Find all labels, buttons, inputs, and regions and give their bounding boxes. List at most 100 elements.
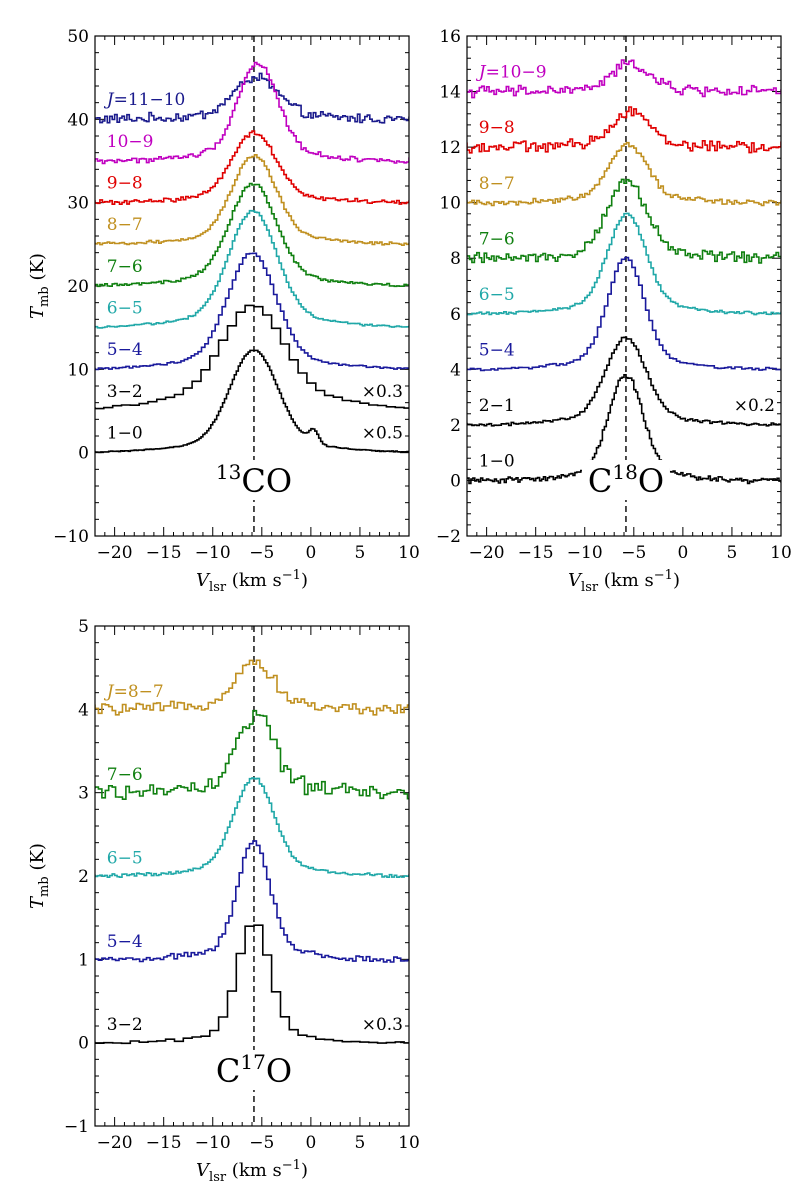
y-tick-label: 0	[78, 444, 89, 464]
spectra	[95, 659, 409, 1045]
spectrum-line	[467, 336, 781, 427]
series-label: 8−7	[479, 174, 515, 194]
panel-13co: −20 −15 −10 −5 0 5 10 −10 0 10 20 30 40 50 J=11−10 10−9…	[27, 27, 420, 595]
y-tick-label: 2	[78, 867, 89, 887]
y-tick-label: 4	[450, 360, 461, 380]
scale-factor-label: ×0.5	[362, 424, 403, 444]
molecule-label-bg	[581, 460, 670, 500]
series-label: 5−4	[479, 340, 515, 360]
series-label: 7−6	[107, 765, 143, 785]
x-tick-label: −10	[195, 1133, 231, 1153]
scale-factor-label: ×0.3	[362, 1015, 403, 1035]
y-tick-label: 1	[78, 950, 89, 970]
x-tick-label: −10	[567, 543, 603, 563]
spectrum-line	[95, 154, 409, 246]
series-label: 6−5	[107, 299, 143, 319]
x-axis-label: Vlsr (km s−1)	[568, 568, 680, 595]
spectrum-line	[95, 72, 409, 124]
series-label: 9−8	[479, 118, 515, 138]
spectrum-line	[95, 840, 409, 963]
plot-frame	[94, 35, 410, 537]
x-tick-label: −20	[97, 543, 133, 563]
x-tick-label: −10	[195, 543, 231, 563]
x-tick-label: −5	[621, 543, 646, 563]
spectrum-line	[95, 130, 409, 205]
panel-c18o: −20 −15 −10 −5 0 5 10−20246810121416J=10−99−88…	[436, 27, 792, 595]
y-tick-label: 40	[67, 110, 89, 130]
spectrum-line	[95, 182, 409, 288]
spectrum-line	[467, 106, 781, 154]
spectra	[467, 59, 781, 485]
spectrum-line	[467, 374, 781, 485]
x-tick-label: 5	[355, 1133, 366, 1153]
spectrum-line	[95, 349, 409, 454]
y-tick-label: 12	[439, 138, 461, 158]
y-tick-label: 8	[450, 249, 461, 269]
x-tick-label: 0	[305, 543, 316, 563]
molecule-label: C18O	[588, 460, 664, 500]
x-axis-label: Vlsr (km s−1)	[196, 568, 308, 595]
spectra	[95, 61, 409, 454]
y-tick-label: 3	[78, 784, 89, 804]
scale-factor-label: ×0.2	[734, 396, 775, 416]
x-tick-label: −15	[146, 543, 182, 563]
spectrum-line	[95, 924, 409, 1045]
series-label: 8−7	[107, 215, 143, 235]
y-axis-label: Tmb (K)	[27, 253, 52, 319]
spectrum-line	[95, 659, 409, 716]
x-tick-label: −15	[518, 543, 554, 563]
molecule-label: C17O	[216, 1050, 292, 1090]
series-label: 2−1	[479, 396, 515, 416]
y-tick-label: −2	[436, 527, 461, 547]
spectrum-line	[467, 178, 781, 264]
spectrum-line	[95, 209, 409, 329]
x-tick-label: −5	[249, 543, 274, 563]
y-tick-label: 20	[67, 277, 89, 297]
axis-ticks	[94, 35, 410, 537]
series-label: 6−5	[479, 285, 515, 305]
spectrum-line	[95, 61, 409, 165]
y-tick-label: 14	[439, 83, 461, 103]
x-axis-label: Vlsr (km s−1)	[196, 1158, 308, 1185]
y-tick-label: 16	[439, 27, 461, 47]
series-label: J=11−10	[104, 90, 186, 110]
series-label: 7−6	[479, 229, 515, 249]
series-label: 7−6	[107, 257, 143, 277]
y-tick-label: 2	[450, 416, 461, 436]
series-label: 3−2	[107, 382, 143, 402]
y-tick-label: 10	[67, 360, 89, 380]
series-label: J=8−7	[104, 682, 164, 702]
molecule-label: 13CO	[216, 460, 292, 500]
x-tick-label: −20	[97, 1133, 133, 1153]
y-tick-label: 6	[450, 305, 461, 325]
spectrum-line	[467, 212, 781, 316]
series-label: 1−0	[479, 452, 515, 472]
molecule-label-bg	[209, 1050, 298, 1090]
x-tick-label: 0	[677, 543, 688, 563]
series-label: 10−9	[107, 132, 154, 152]
y-tick-label: 5	[78, 617, 89, 637]
y-tick-label: 30	[67, 194, 89, 214]
y-tick-label: 10	[439, 194, 461, 214]
spectrum-line	[467, 59, 781, 99]
x-tick-label: −5	[249, 1133, 274, 1153]
x-tick-label: 0	[305, 1133, 316, 1153]
y-tick-label: −1	[64, 1117, 89, 1137]
series-label: 5−4	[107, 340, 143, 360]
x-tick-label: −15	[146, 1133, 182, 1153]
x-tick-label: 10	[398, 543, 420, 563]
spectrum-line	[467, 141, 781, 207]
y-axis-label: Tmb (K)	[27, 843, 52, 909]
series-label: 6−5	[107, 849, 143, 869]
spectrum-line	[95, 777, 409, 878]
spectrum-line	[467, 256, 781, 372]
series-label: J=10−9	[476, 63, 547, 83]
x-tick-label: 5	[355, 543, 366, 563]
series-label: 9−8	[107, 174, 143, 194]
x-tick-label: 10	[398, 1133, 420, 1153]
y-tick-label: 0	[78, 1034, 89, 1054]
y-tick-label: 0	[450, 471, 461, 491]
x-tick-label: 5	[727, 543, 738, 563]
series-label: 1−0	[107, 424, 143, 444]
